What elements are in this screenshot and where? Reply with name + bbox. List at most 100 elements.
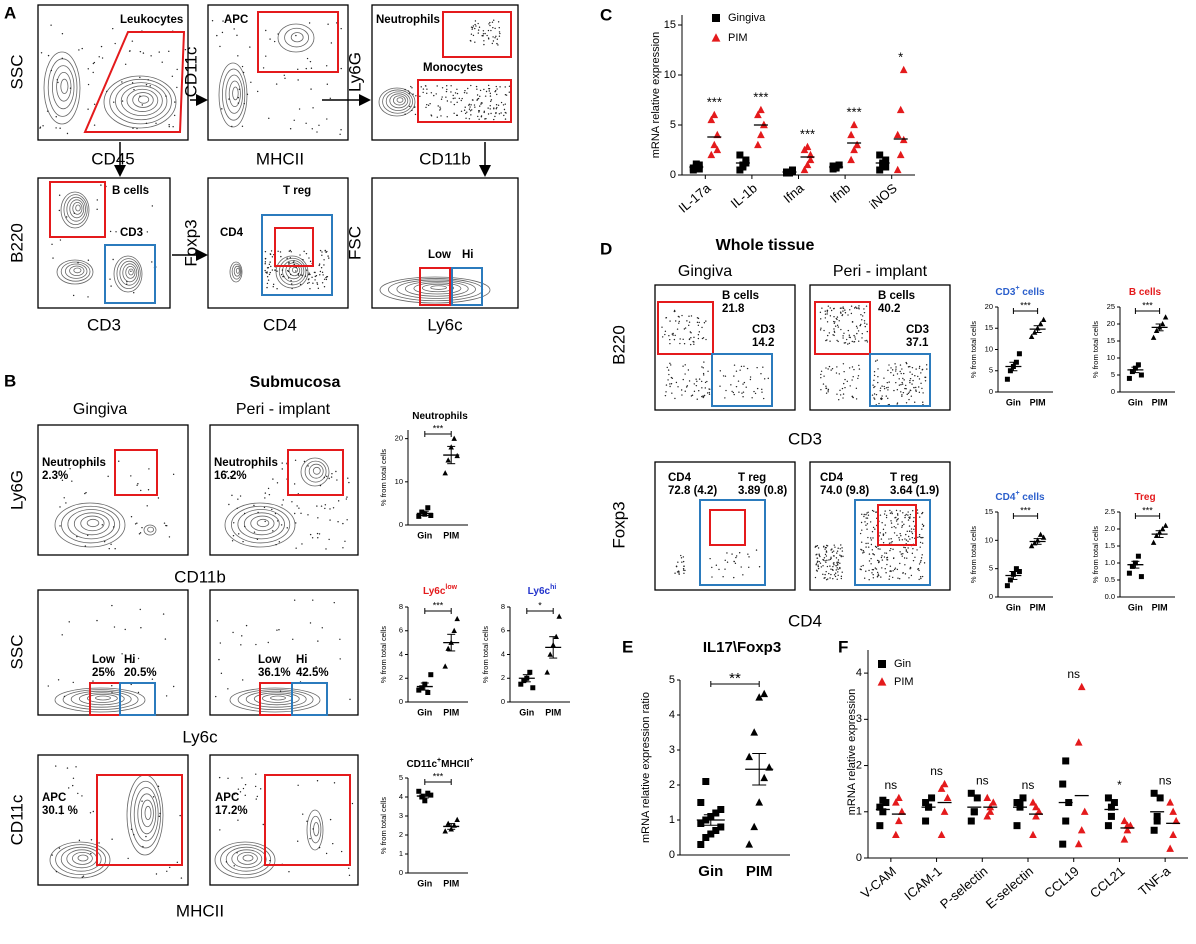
event-dot xyxy=(296,505,298,507)
event-dot xyxy=(255,643,257,646)
event-dot xyxy=(166,870,168,872)
title-part: + xyxy=(437,757,441,764)
title-part: Neutrophils xyxy=(412,411,468,422)
event-dot xyxy=(832,550,835,552)
point xyxy=(937,830,946,839)
event-dot xyxy=(840,312,842,314)
event-dot xyxy=(455,114,458,117)
y-tick-label: 6 xyxy=(501,626,505,635)
legend-swatch xyxy=(711,33,721,42)
x-tick-label: iNOS xyxy=(866,180,900,212)
event-dot xyxy=(237,96,239,99)
event-dot xyxy=(705,338,707,341)
event-dot xyxy=(665,391,667,393)
event-dot xyxy=(918,534,921,536)
event-dot xyxy=(487,113,490,115)
event-dot xyxy=(291,501,293,503)
event-dot xyxy=(149,85,151,87)
event-dot xyxy=(298,507,300,509)
panel-title: Submucosa xyxy=(250,374,341,391)
event-dot xyxy=(307,465,309,467)
contour xyxy=(236,852,258,865)
event-dot xyxy=(180,877,183,879)
event-dot xyxy=(670,383,673,385)
gate-label: 40.2 xyxy=(878,303,900,315)
event-dot xyxy=(880,538,883,540)
event-dot xyxy=(146,505,148,507)
event-dot xyxy=(497,44,499,46)
event-dot xyxy=(905,362,908,365)
point xyxy=(973,794,981,802)
event-dot xyxy=(837,571,839,573)
y-tick-label: 10 xyxy=(395,477,403,486)
event-dot xyxy=(827,305,830,307)
event-dot xyxy=(873,374,876,377)
axis-label: B220 xyxy=(609,325,628,365)
event-dot xyxy=(58,194,61,196)
event-dot xyxy=(420,86,422,88)
significance: *** xyxy=(1142,505,1153,515)
title-part: B cells xyxy=(1129,287,1162,298)
event-dot xyxy=(664,330,667,333)
y-tick-label: 20 xyxy=(1107,319,1115,328)
event-dot xyxy=(87,68,89,70)
event-dot xyxy=(872,569,875,571)
point xyxy=(717,806,725,813)
event-dot xyxy=(504,111,506,114)
event-dot xyxy=(278,629,280,631)
event-dot xyxy=(50,24,52,26)
event-dot xyxy=(237,498,239,500)
event-dot xyxy=(912,559,915,562)
event-dot xyxy=(429,103,431,105)
error-bar xyxy=(420,510,429,516)
event-dot xyxy=(885,514,888,517)
event-dot xyxy=(704,387,707,389)
event-dot xyxy=(677,561,679,563)
event-dot xyxy=(921,554,923,556)
event-dot xyxy=(435,93,437,95)
event-dot xyxy=(870,563,872,565)
event-dot xyxy=(114,548,116,550)
event-dot xyxy=(684,364,686,366)
event-dot xyxy=(843,382,845,385)
event-dot xyxy=(145,83,148,86)
contour xyxy=(80,515,105,532)
event-dot xyxy=(239,495,242,497)
event-dot xyxy=(436,85,438,87)
event-dot xyxy=(923,562,926,564)
event-dot xyxy=(872,573,874,576)
point xyxy=(1123,821,1132,829)
gate-label: 25% xyxy=(92,667,115,679)
event-dot xyxy=(896,513,899,515)
event-dot xyxy=(907,366,910,368)
event-dot xyxy=(888,542,891,544)
point xyxy=(1110,799,1118,807)
event-dot xyxy=(265,271,267,274)
event-dot xyxy=(129,50,131,52)
gate xyxy=(96,774,183,866)
panel-letter: B xyxy=(4,371,16,390)
event-dot xyxy=(168,536,171,538)
event-dot xyxy=(136,522,138,524)
gate xyxy=(657,301,714,355)
event-dot xyxy=(681,314,683,317)
event-dot xyxy=(829,340,831,342)
gate xyxy=(257,11,339,73)
y-tick-label: 20 xyxy=(395,434,403,443)
event-dot xyxy=(701,326,703,329)
event-dot xyxy=(244,783,247,786)
event-dot xyxy=(275,543,277,546)
event-dot xyxy=(819,329,822,331)
event-dot xyxy=(858,305,860,307)
point xyxy=(416,687,422,693)
event-dot xyxy=(133,834,135,836)
event-dot xyxy=(839,567,841,570)
event-dot xyxy=(470,33,473,35)
event-dot xyxy=(897,577,899,579)
point xyxy=(970,808,978,816)
event-dot xyxy=(77,262,79,264)
event-dot xyxy=(761,391,763,393)
contour xyxy=(43,51,81,125)
event-dot xyxy=(735,555,738,557)
event-dot xyxy=(321,251,323,253)
